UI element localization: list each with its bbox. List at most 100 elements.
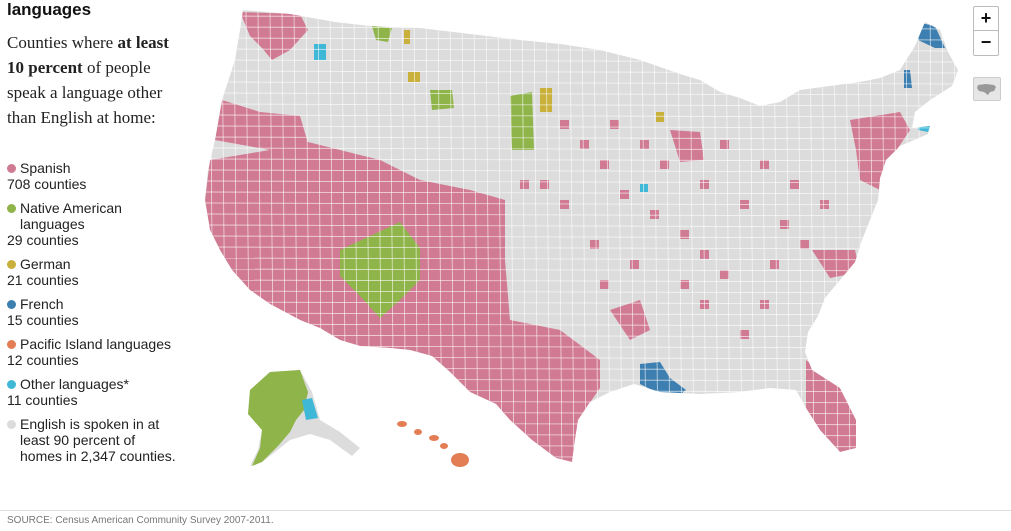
legend-count: 21 counties	[7, 272, 79, 288]
german-iowa-region	[656, 112, 664, 122]
native-northern-region	[372, 26, 392, 42]
legend-swatch-pacific-island	[7, 340, 16, 349]
county-border-line	[473, 10, 479, 462]
german-plains-region	[408, 72, 420, 82]
county-border-line	[689, 10, 695, 462]
spanish-county	[740, 330, 749, 339]
legend-count: 11 counties	[7, 392, 78, 408]
legend-item-native-american: Native American languages 29 counties	[7, 200, 177, 248]
legend-item-other: Other languages* 11 counties	[7, 376, 177, 408]
county-border-line	[205, 147, 958, 151]
county-border-line	[205, 279, 958, 283]
county-border-line	[205, 455, 958, 459]
legend-item-german: German 21 counties	[7, 256, 177, 288]
county-border-line	[485, 10, 491, 462]
zoom-in-button[interactable]: +	[973, 6, 999, 32]
hawaii-island	[451, 453, 469, 467]
county-border-line	[205, 114, 958, 118]
spanish-county	[760, 160, 769, 169]
spanish-county	[720, 140, 729, 149]
legend: Spanish 708 counties Native American lan…	[7, 160, 177, 472]
spanish-northwest-region	[240, 12, 308, 60]
german-dakota-region	[540, 88, 552, 112]
spanish-county	[720, 270, 729, 279]
county-border-line	[497, 10, 503, 462]
legend-count: 12 counties	[7, 352, 79, 368]
hawaii-islands	[397, 421, 469, 467]
us-map-reset-icon	[977, 84, 996, 95]
county-border-line	[205, 257, 958, 261]
native-montana-region	[430, 90, 454, 110]
continental-us-shape	[205, 10, 958, 462]
spanish-county	[600, 160, 609, 169]
hawaii-island	[397, 421, 407, 427]
county-border-line	[833, 10, 839, 462]
spanish-county	[610, 120, 619, 129]
page-heading: languages	[7, 0, 92, 19]
legend-item-pacific-island: Pacific Island languages 12 counties	[7, 336, 177, 368]
county-border-line	[205, 467, 960, 469]
spanish-county	[520, 180, 529, 189]
spanish-county	[620, 190, 629, 199]
legend-item-spanish: Spanish 708 counties	[7, 160, 177, 192]
zoom-out-button[interactable]: −	[973, 30, 999, 56]
county-border-line	[869, 10, 875, 462]
spanish-county	[680, 280, 689, 289]
county-border-line	[205, 15, 958, 19]
intro-text: Counties where at least 10 percent of pe…	[7, 30, 172, 130]
spanish-county	[680, 230, 689, 239]
spanish-county	[700, 180, 709, 189]
county-border-line	[593, 10, 599, 462]
county-border-line	[205, 125, 958, 129]
county-border-line	[205, 169, 958, 173]
hawaii-island	[429, 435, 439, 441]
legend-label: English is spoken in at least 90 percent…	[20, 416, 176, 464]
county-border-line	[509, 10, 515, 462]
german-montana-region	[404, 30, 410, 44]
county-border-line	[545, 10, 551, 462]
county-border-line	[205, 213, 958, 217]
county-border-line	[569, 10, 575, 462]
hawaii-island	[440, 443, 448, 449]
legend-count: 29 counties	[7, 232, 79, 248]
county-border-line	[701, 10, 707, 462]
county-border-line	[581, 10, 587, 462]
county-border-line	[521, 10, 527, 462]
intro-part1: Counties where	[7, 33, 118, 52]
legend-label: Other languages*	[20, 376, 129, 392]
other-midwest-region	[640, 184, 648, 192]
spanish-county	[700, 250, 709, 259]
county-border-line	[209, 10, 215, 462]
county-border-line	[205, 202, 958, 206]
spanish-county	[560, 120, 569, 129]
legend-label: Native American languages	[20, 200, 122, 232]
legend-count: 15 counties	[7, 312, 79, 328]
county-border-line	[205, 246, 958, 250]
county-border-line	[953, 10, 958, 462]
legend-label: French	[20, 296, 64, 312]
spanish-county	[800, 240, 809, 249]
legend-swatch-english	[7, 420, 16, 429]
legend-item-french: French 15 counties	[7, 296, 177, 328]
legend-label: Pacific Island languages	[20, 336, 171, 352]
french-newengland-region	[904, 70, 912, 88]
intro-bold: at least 10 percent	[7, 33, 169, 77]
legend-swatch-other	[7, 380, 16, 389]
hawaii-island	[414, 429, 422, 435]
legend-count: 708 counties	[7, 176, 87, 192]
intro-part2: of people speak a language other than En…	[7, 58, 163, 127]
native-dakota-region	[510, 92, 534, 150]
reset-view-button[interactable]	[973, 77, 1001, 101]
county-border-line	[557, 10, 563, 462]
source-note: SOURCE: Census American Community Survey…	[7, 515, 274, 526]
legend-swatch-german	[7, 260, 16, 269]
spanish-county	[630, 260, 639, 269]
legend-swatch-spanish	[7, 164, 16, 173]
spanish-county	[770, 260, 779, 269]
county-border-line	[205, 103, 958, 107]
county-border-line	[205, 191, 958, 195]
county-border-line	[205, 224, 958, 228]
other-northwest-region	[314, 44, 326, 60]
spanish-county	[560, 200, 569, 209]
